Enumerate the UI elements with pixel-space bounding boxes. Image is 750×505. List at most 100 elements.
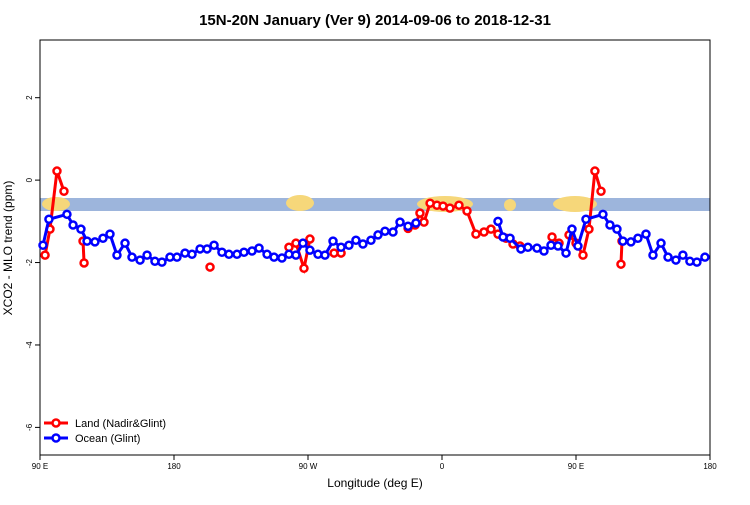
data-point — [62, 209, 72, 220]
data-point — [471, 229, 481, 239]
x-tick-label: 180 — [703, 462, 717, 471]
data-point — [678, 250, 688, 260]
data-point — [254, 243, 264, 253]
legend-marker — [51, 418, 61, 428]
data-point — [373, 230, 383, 240]
data-point — [344, 240, 354, 250]
data-point — [616, 259, 626, 269]
data-point — [445, 203, 455, 213]
land-patch — [553, 196, 597, 212]
data-point — [415, 208, 425, 218]
data-point — [112, 250, 122, 260]
data-point — [299, 263, 309, 274]
data-point — [618, 236, 628, 246]
data-point — [305, 245, 315, 255]
plot-frame — [39, 39, 711, 456]
data-point — [40, 250, 50, 260]
data-point — [626, 237, 636, 247]
x-tick-label: 180 — [167, 462, 181, 471]
y-tick-label: -2 — [25, 258, 34, 266]
data-point — [79, 258, 89, 268]
data-point — [573, 241, 583, 251]
legend-label: Land (Nadir&Glint) — [75, 418, 166, 430]
data-point — [411, 218, 421, 228]
x-tick-label: 90 W — [299, 462, 318, 471]
data-point — [202, 244, 212, 254]
data-point — [98, 233, 108, 243]
data-point — [68, 220, 78, 230]
x-axis-label: Longitude (deg E) — [327, 476, 422, 490]
data-point — [395, 217, 405, 227]
data-point — [59, 186, 69, 196]
data-point — [671, 255, 681, 265]
data-point — [239, 247, 249, 257]
data-point — [224, 249, 234, 260]
x-tick-label: 90 E — [32, 462, 48, 471]
land-mask-strip — [40, 195, 710, 212]
data-point — [641, 229, 651, 239]
data-point — [291, 250, 301, 260]
data-point — [578, 250, 588, 260]
data-point — [142, 250, 152, 260]
data-point — [561, 248, 571, 258]
data-point — [187, 249, 197, 260]
land-patch — [286, 195, 314, 211]
data-point — [462, 206, 472, 216]
y-tick-label: 2 — [25, 95, 34, 100]
data-point — [454, 200, 464, 211]
data-point — [38, 240, 48, 250]
data-point — [135, 255, 145, 265]
data-point — [82, 236, 92, 246]
data-point — [547, 232, 557, 242]
data-point — [366, 235, 376, 246]
data-point — [172, 252, 182, 262]
data-point — [403, 221, 413, 232]
data-point — [523, 242, 533, 253]
data-point — [380, 226, 390, 236]
legend-marker — [51, 433, 61, 443]
data-point — [52, 166, 62, 176]
y-tick-label: -6 — [25, 423, 34, 431]
data-point — [298, 238, 308, 248]
data-point — [76, 224, 86, 234]
y-tick-label: -4 — [25, 341, 34, 349]
data-point — [209, 240, 219, 250]
ocean-strip — [40, 198, 710, 211]
data-point — [663, 252, 673, 262]
data-point — [320, 250, 330, 260]
data-point — [581, 214, 591, 225]
data-point — [351, 235, 361, 246]
data-point — [567, 224, 577, 234]
data-point — [120, 238, 130, 248]
legend-label: Ocean (Glint) — [75, 433, 140, 445]
y-axis-label: XCO2 - MLO trend (ppm) — [1, 181, 15, 316]
data-point — [598, 209, 608, 220]
data-point — [269, 252, 279, 262]
data-point — [612, 224, 622, 234]
data-point — [692, 257, 702, 267]
data-point — [493, 216, 503, 227]
x-tick-label: 90 E — [568, 462, 584, 471]
data-point — [700, 252, 710, 262]
x-tick-label: 0 — [440, 462, 445, 471]
data-point — [505, 233, 515, 243]
data-point — [633, 233, 643, 243]
y-tick-label: 0 — [25, 177, 34, 182]
data-point — [539, 246, 549, 256]
data-point — [553, 241, 563, 251]
data-point — [44, 214, 54, 225]
chart-title: 15N-20N January (Ver 9) 2014-09-06 to 20… — [199, 12, 551, 29]
data-point — [277, 253, 287, 263]
land-patch — [504, 199, 516, 211]
data-point — [358, 239, 368, 249]
data-point — [596, 186, 606, 196]
data-point — [486, 224, 496, 234]
data-point — [157, 257, 167, 267]
data-point — [90, 237, 100, 247]
data-point — [127, 252, 137, 262]
data-point — [648, 250, 658, 260]
data-point — [305, 234, 315, 244]
land-patch — [42, 197, 70, 211]
data-point — [328, 236, 338, 246]
